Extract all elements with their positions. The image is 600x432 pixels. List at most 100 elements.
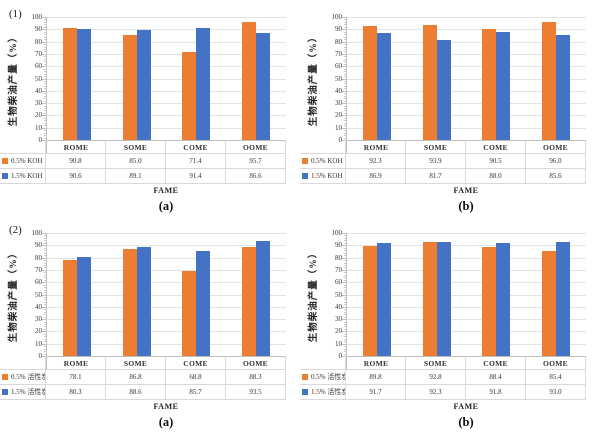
value-cell: 91.8 [466,385,526,400]
legend-label: 1.5% KOH [11,172,43,180]
bar-orange [482,247,497,356]
value-cell: 88.3 [226,370,286,385]
y-minor-tick-mark [44,76,46,77]
y-minor-tick-mark [344,108,346,109]
y-minor-tick-mark [344,322,346,323]
y-minor-tick-mark [344,260,346,261]
value-cell: 93.5 [226,385,286,400]
legend-swatch-blue [2,389,8,395]
value-cell: 88.4 [466,370,526,385]
legend-swatch-orange [2,158,8,164]
y-minor-tick-mark [344,253,346,254]
y-tick-label: 20 [335,327,342,335]
y-tick-mark [42,140,46,141]
gridline [347,258,586,259]
y-tick-label: 0 [338,352,343,360]
y-tick-mark [342,295,346,296]
value-cell: 85.7 [166,385,226,400]
value-cell: 81.7 [406,169,466,184]
value-cell: 78.1 [46,370,106,385]
gridline [47,42,286,43]
bar-orange [542,22,557,140]
y-minor-tick-mark [44,51,46,52]
category-header: ROME [346,140,406,154]
y-minor-tick-mark [344,280,346,281]
y-minor-tick-mark [344,24,346,25]
gridline [347,319,586,320]
gridline [47,295,286,296]
y-minor-tick-mark [44,133,46,134]
legend-cell: 0.5% KOH [300,154,346,169]
legend-swatch-orange [2,374,8,380]
value-cell: 96.0 [526,154,586,169]
y-minor-tick-mark [44,37,46,38]
y-minor-tick-mark [44,351,46,352]
y-tick-mark [42,42,46,43]
y-minor-tick-mark [344,290,346,291]
y-minor-tick-mark [44,98,46,99]
y-minor-tick-mark [344,125,346,126]
bar-orange [182,271,197,356]
y-tick-mark [342,356,346,357]
y-tick-mark [42,258,46,259]
y-minor-tick-mark [44,248,46,249]
legend-swatch-blue [2,173,8,179]
y-tick-mark [42,115,46,116]
gridline [47,233,286,234]
gridline [47,91,286,92]
y-minor-tick-mark [44,346,46,347]
bar-group [107,17,167,140]
y-minor-tick-mark [44,125,46,126]
y-minor-tick-mark [44,39,46,40]
y-minor-tick-mark [44,314,46,315]
y-minor-tick-mark [344,22,346,23]
bar-orange [362,26,377,140]
panel-label: (b) [458,199,474,213]
y-minor-tick-mark [344,238,346,239]
y-minor-tick-mark [44,135,46,136]
y-minor-tick-mark [344,118,346,119]
gridline [47,307,286,308]
y-minor-tick-mark [44,260,46,261]
bar-orange [542,251,557,356]
bar-blue [256,241,271,356]
value-cell: 86.6 [226,169,286,184]
y-axis-title: 生物柴油产量（%） [9,247,19,342]
y-tick-label: 30 [335,99,342,107]
y-minor-tick-mark [344,56,346,57]
y-minor-tick-mark [344,292,346,293]
y-tick-label: 50 [35,291,42,299]
value-cell: 91.4 [166,169,226,184]
y-tick-label: 20 [35,111,42,119]
bar-orange [242,22,257,140]
y-tick-mark [42,79,46,80]
y-tick-label: 10 [335,340,342,348]
table-corner-cell [300,356,346,370]
y-tick-label: 20 [335,111,342,119]
y-minor-tick-mark [344,255,346,256]
gridline [347,66,586,67]
y-minor-tick-mark [44,309,46,310]
y-minor-tick-mark [44,304,46,305]
y-minor-tick-mark [344,334,346,335]
y-tick-mark [342,258,346,259]
gridline [347,307,586,308]
legend-cell: 1.5% KOH [300,169,346,184]
y-minor-tick-mark [44,81,46,82]
gridline [347,270,586,271]
y-tick-mark [42,66,46,67]
bar-blue [496,32,511,140]
y-axis-title: 生物柴油产量（%） [309,247,319,342]
y-tick-label: 90 [35,241,42,249]
y-minor-tick-mark [344,51,346,52]
chart-2a: (2) 生物柴油产量（%） 0 10 20 30 40 50 60 70 80 90 100 ROME SO… [0,216,300,432]
y-axis-title: 生物柴油产量（%） [9,31,19,126]
bar-group [407,17,467,140]
bar-orange [122,35,137,140]
legend-cell: 0.5% 活性炭 [0,370,46,385]
bar-group [526,17,586,140]
y-tick-mark [42,54,46,55]
bar-group [467,233,527,356]
y-tick-label: 50 [35,75,42,83]
chart-1b: 生物柴油产量（%） 0 10 20 30 40 50 60 70 80 90 100 ROME SOME C… [300,0,600,216]
